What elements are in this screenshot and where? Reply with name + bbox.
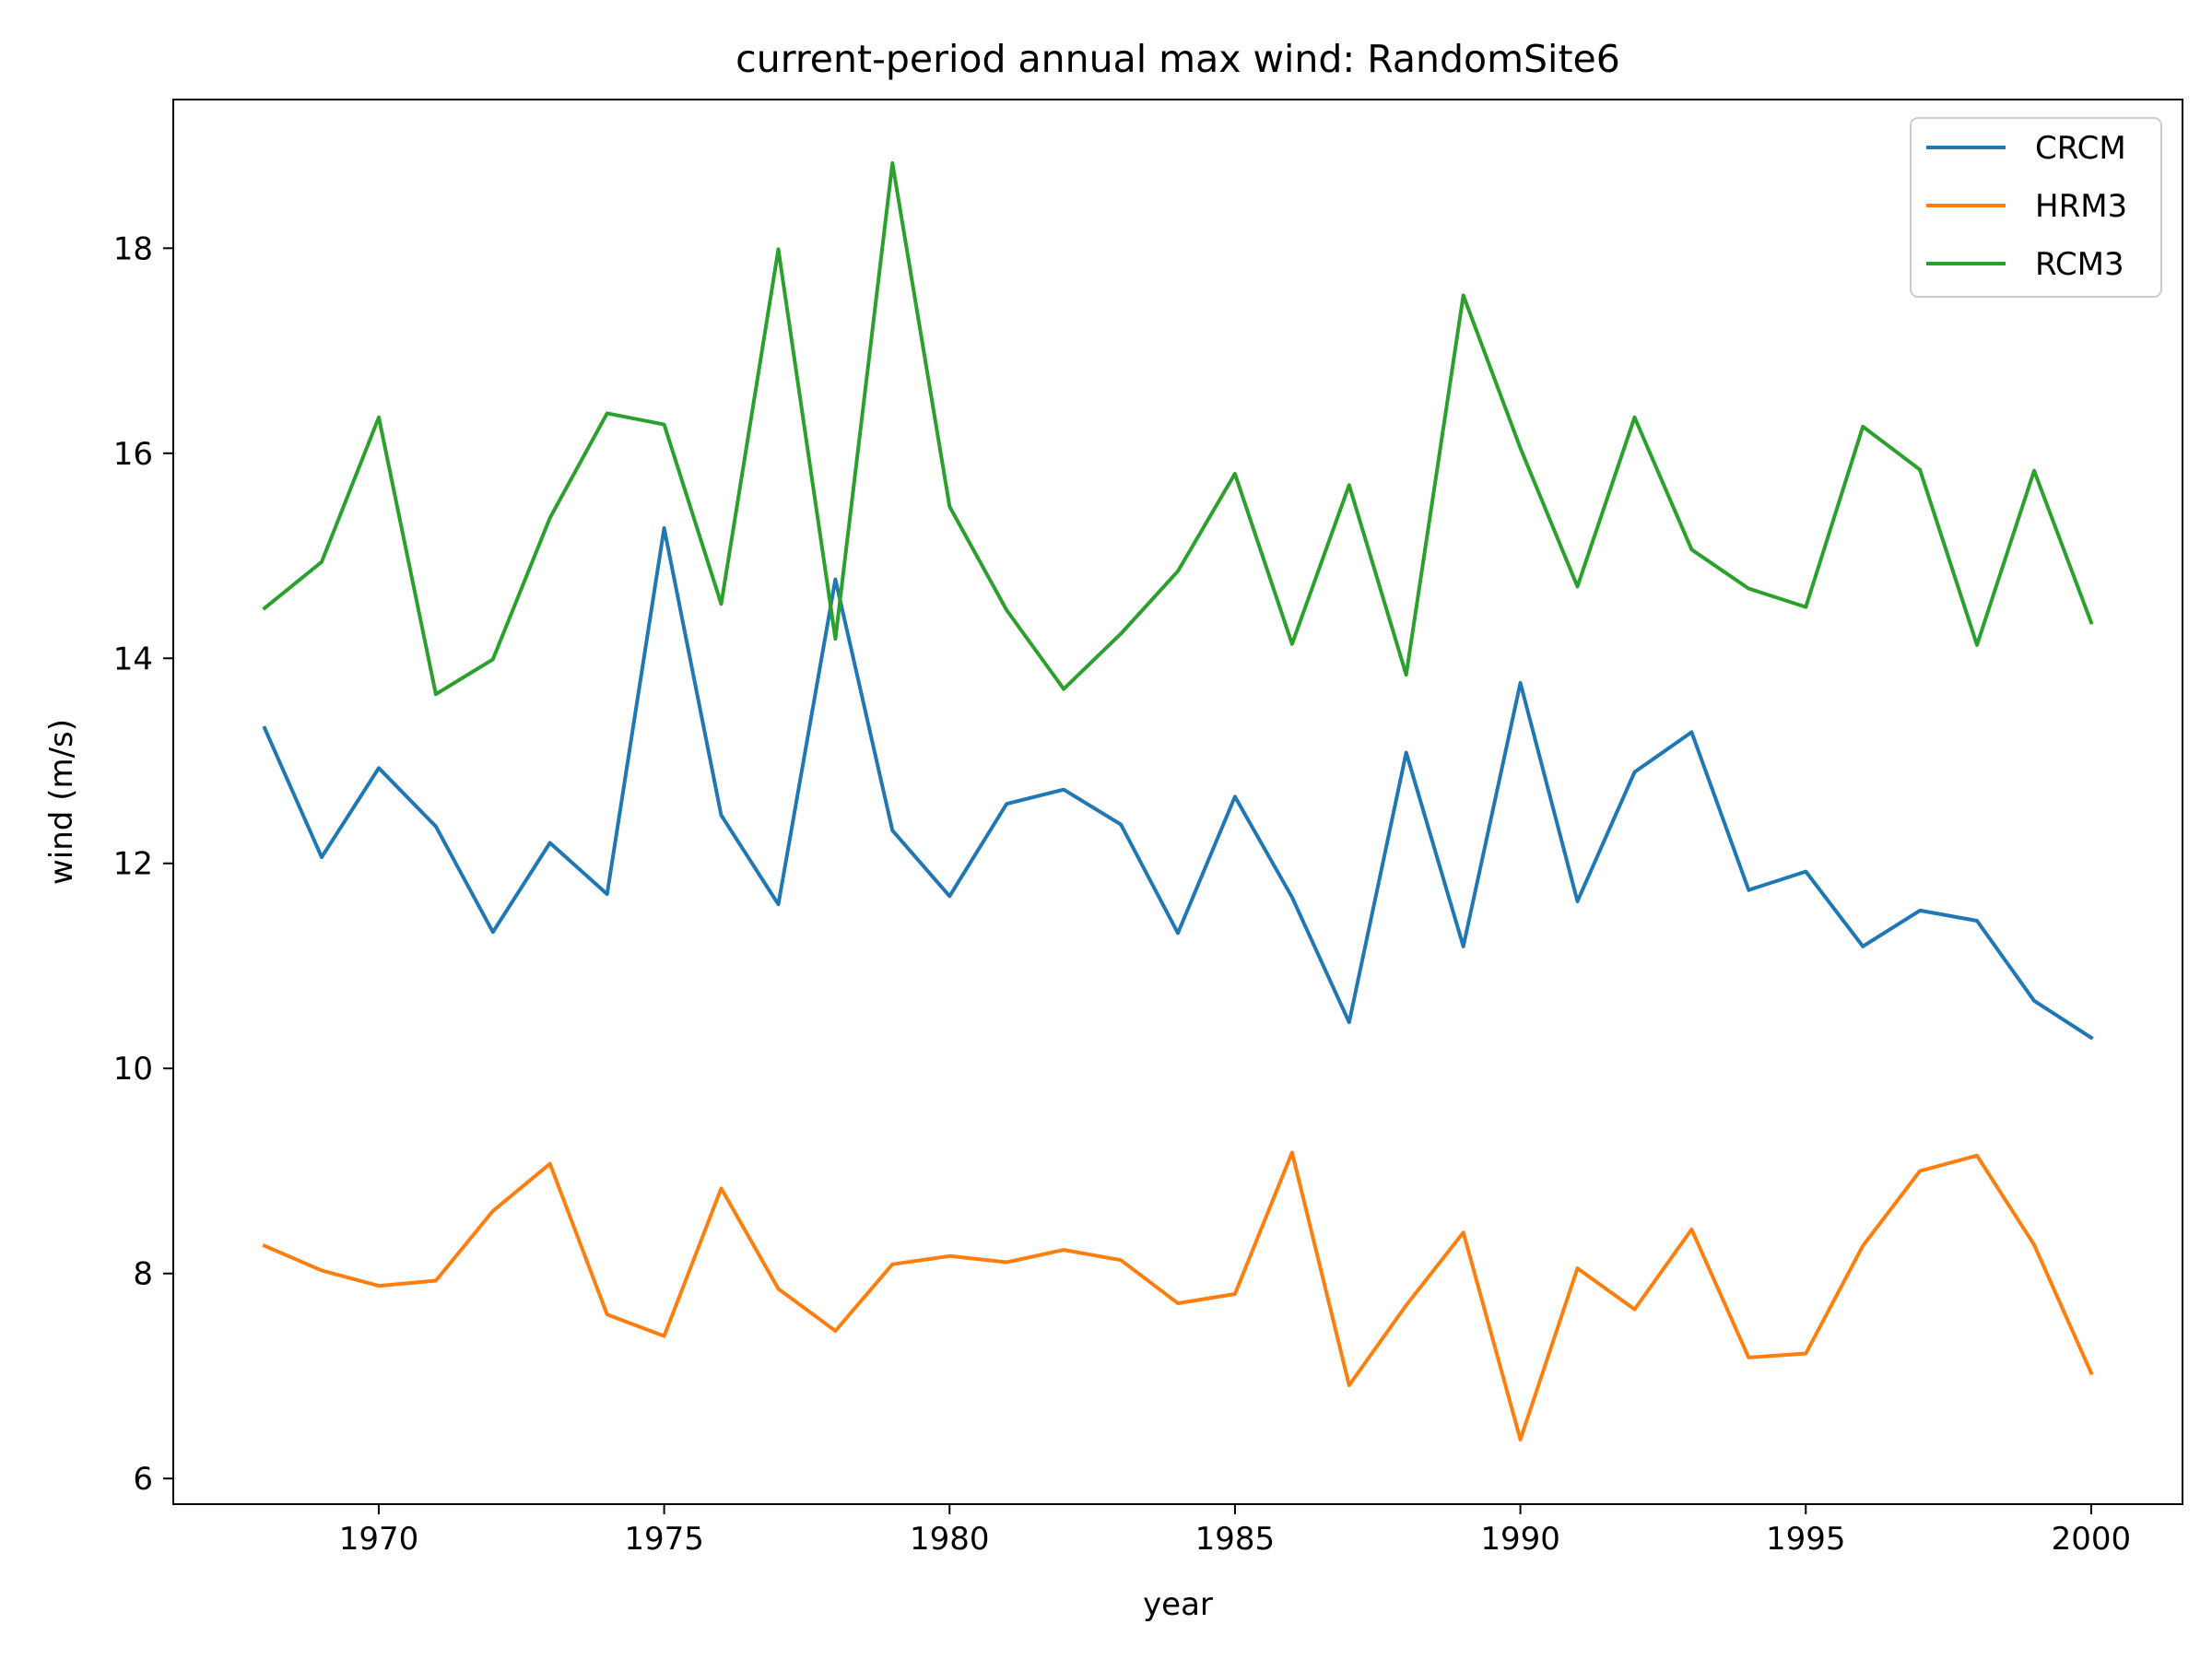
series-line-rcm3 [262, 161, 2094, 697]
series-line-crcm [262, 526, 2094, 1041]
x-axis-ticks: 1970 1975 1980 1985 1990 1995 2000 [339, 1504, 2131, 1558]
x-tick-label: 1970 [339, 1521, 419, 1558]
x-tick-label: 2000 [2052, 1521, 2132, 1558]
legend-label-hrm3: HRM3 [2035, 188, 2127, 225]
y-tick-label: 18 [113, 230, 153, 267]
plot-lines [262, 161, 2094, 1441]
legend-label-rcm3: RCM3 [2035, 246, 2124, 283]
y-tick-label: 10 [113, 1051, 153, 1088]
y-tick-label: 16 [113, 436, 153, 473]
x-tick-label: 1990 [1480, 1521, 1560, 1558]
y-tick-label: 12 [113, 846, 153, 883]
plot-frame [172, 99, 2183, 1505]
legend-box [1910, 117, 2162, 298]
x-tick-label: 1980 [910, 1521, 990, 1558]
legend-label-crcm: CRCM [2035, 130, 2126, 167]
chart-title: current-period annual max wind: RandomSi… [735, 37, 1620, 81]
x-tick-label: 1975 [624, 1521, 704, 1558]
x-tick-label: 1995 [1766, 1521, 1846, 1558]
x-axis-label: year [1143, 1586, 1213, 1623]
y-axis-label: wind (m/s) [43, 719, 80, 885]
y-tick-label: 6 [133, 1461, 153, 1498]
y-tick-label: 8 [133, 1256, 153, 1293]
y-tick-label: 14 [113, 641, 153, 677]
y-axis-ticks: 6 8 10 12 14 16 18 [113, 230, 173, 1498]
series-line-hrm3 [262, 1150, 2094, 1441]
x-tick-label: 1985 [1195, 1521, 1276, 1558]
legend: CRCM HRM3 RCM3 [1910, 117, 2162, 298]
